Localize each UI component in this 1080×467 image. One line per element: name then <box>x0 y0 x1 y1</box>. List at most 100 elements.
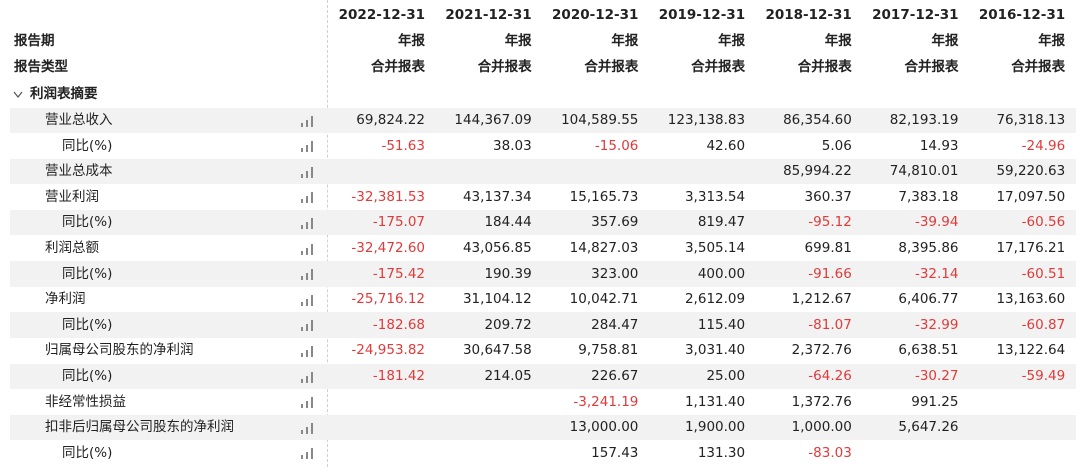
value-cell: 2016-12-31 <box>978 7 1066 23</box>
value-cell: 5,647.26 <box>898 419 959 436</box>
bar-icon <box>301 320 313 332</box>
row-label: 净利润 <box>45 291 86 308</box>
value-cell: 357.69 <box>591 214 639 231</box>
row-background <box>10 312 1076 338</box>
row-label: 同比(%) <box>62 444 113 461</box>
chart-icon[interactable] <box>300 371 314 383</box>
value-cell: 13,163.60 <box>996 291 1066 308</box>
value-cell: -25,716.12 <box>351 291 425 308</box>
chart-icon[interactable] <box>300 115 314 127</box>
value-cell: 17,097.50 <box>996 188 1066 205</box>
chart-icon[interactable] <box>300 447 314 460</box>
value-cell: 400.00 <box>697 265 746 282</box>
value-cell: 43,056.85 <box>462 240 532 256</box>
value-cell: -24.96 <box>1021 137 1066 154</box>
value-cell: 3,313.54 <box>684 188 746 205</box>
value-cell: 2022-12-31 <box>338 7 425 23</box>
value-cell: 190.39 <box>484 265 532 282</box>
chart-icon[interactable] <box>300 191 314 204</box>
value-cell: -32.14 <box>914 265 959 282</box>
chart-icon[interactable] <box>300 268 314 281</box>
value-cell: -32,472.60 <box>351 240 425 256</box>
chart-icon[interactable] <box>300 422 314 434</box>
value-cell: 115.40 <box>697 316 746 333</box>
value-cell: -81.07 <box>808 316 852 333</box>
row-label: 非经常性损益 <box>45 393 126 410</box>
value-cell: 2,372.76 <box>791 342 852 359</box>
value-cell: -39.94 <box>914 214 959 231</box>
value-cell: 13,122.64 <box>996 342 1066 359</box>
bar-icon <box>301 115 313 127</box>
value-cell: 14.93 <box>919 137 959 154</box>
value-cell: -95.12 <box>808 214 852 231</box>
chart-icon[interactable] <box>300 345 314 357</box>
value-cell: -83.03 <box>808 444 852 461</box>
value-cell: 360.37 <box>804 188 852 205</box>
bar-icon <box>301 294 313 306</box>
value-cell: 323.00 <box>591 265 639 282</box>
bar-icon <box>301 141 313 153</box>
value-cell: 214.05 <box>484 368 532 384</box>
value-cell: -15.06 <box>594 137 639 154</box>
bar-icon <box>301 243 313 255</box>
bar-icon <box>301 345 313 357</box>
row-background <box>10 363 1076 390</box>
row-label: 利润总额 <box>45 240 99 256</box>
bar-icon <box>301 192 313 204</box>
value-cell: 2018-12-31 <box>765 7 852 23</box>
collapse-toggle[interactable] <box>12 82 26 107</box>
row-label: 同比(%) <box>62 214 113 231</box>
value-cell: 123,138.83 <box>667 112 746 128</box>
value-cell: 59,220.63 <box>996 163 1066 180</box>
value-cell: 74,810.01 <box>889 163 959 180</box>
value-cell: 1,212.67 <box>791 291 852 308</box>
bar-icon <box>301 269 313 281</box>
value-cell: 15,165.73 <box>569 188 639 205</box>
row-label: 营业总收入 <box>45 112 113 128</box>
chart-icon[interactable] <box>300 243 314 255</box>
value-cell: -32,381.53 <box>351 188 425 205</box>
chart-icon[interactable] <box>300 294 314 306</box>
chart-icon[interactable] <box>300 319 314 332</box>
value-cell: -64.26 <box>808 368 852 384</box>
row-background <box>10 107 1076 134</box>
row-label: 同比(%) <box>62 137 113 154</box>
chart-icon[interactable] <box>300 140 314 153</box>
value-cell: 年报 <box>398 33 425 49</box>
value-cell: 7,383.18 <box>898 188 959 205</box>
row-background <box>10 261 1076 287</box>
value-cell: 2017-12-31 <box>872 7 959 23</box>
value-cell: -60.51 <box>1021 265 1066 282</box>
value-cell: 合并报表 <box>904 59 959 75</box>
value-cell: 209.72 <box>484 316 532 333</box>
row-label: 归属母公司股东的净利润 <box>45 342 194 359</box>
value-cell: 819.47 <box>697 214 746 231</box>
value-cell: 82,193.19 <box>889 112 959 128</box>
value-cell: 25.00 <box>706 368 746 384</box>
value-cell: 104,589.55 <box>561 112 639 128</box>
value-cell: -181.42 <box>372 368 425 384</box>
value-cell: 年报 <box>824 33 852 49</box>
bar-icon <box>301 371 313 383</box>
row-label: 营业利润 <box>45 188 99 205</box>
value-cell: -60.87 <box>1021 316 1066 333</box>
value-cell: -182.68 <box>372 316 425 333</box>
value-cell: 157.43 <box>591 444 639 461</box>
value-cell: 42.60 <box>706 137 746 154</box>
value-cell: -175.07 <box>372 214 425 231</box>
value-cell: 69,824.22 <box>356 112 425 128</box>
value-cell: 6,406.77 <box>898 291 959 308</box>
value-cell: 226.67 <box>591 368 639 384</box>
value-cell: 38.03 <box>493 137 532 154</box>
value-cell: 131.30 <box>697 444 746 461</box>
value-cell: -91.66 <box>808 265 852 282</box>
row-label: 同比(%) <box>62 368 113 384</box>
chart-icon[interactable] <box>300 166 314 178</box>
chart-icon[interactable] <box>300 217 314 229</box>
row-label: 扣非后归属母公司股东的净利润 <box>45 419 234 436</box>
value-cell: 284.47 <box>591 316 639 333</box>
chart-icon[interactable] <box>300 396 314 409</box>
value-cell: -24,953.82 <box>351 342 425 359</box>
value-cell: 8,395.86 <box>898 240 959 256</box>
value-cell: 合并报表 <box>371 59 425 75</box>
